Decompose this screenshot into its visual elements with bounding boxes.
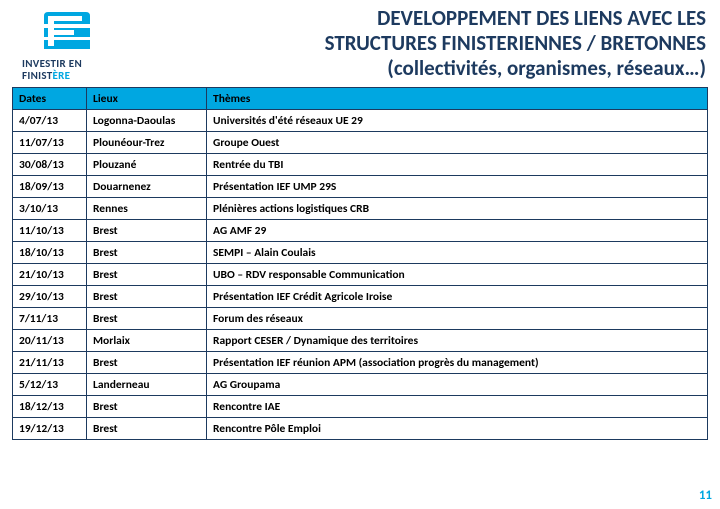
title-line-2: STRUCTURES FINISTERIENNES / BRETONNES <box>132 31 706 56</box>
cell-date: 21/10/13 <box>13 264 87 286</box>
table-row: 20/11/13MorlaixRapport CESER / Dynamique… <box>13 330 708 352</box>
cell-theme: Plénières actions logistiques CRB <box>207 198 708 220</box>
table-header: Dates Lieux Thèmes <box>13 88 708 110</box>
cell-lieu: Brest <box>87 352 207 374</box>
table-body: 4/07/13Logonna-DaoulasUniversités d'été … <box>13 110 708 440</box>
cell-date: 21/11/13 <box>13 352 87 374</box>
table-row: 18/10/13BrestSEMPI – Alain Coulais <box>13 242 708 264</box>
cell-theme: Rentrée du TBI <box>207 154 708 176</box>
table-container: Dates Lieux Thèmes 4/07/13Logonna-Daoula… <box>0 85 720 440</box>
table-row: 7/11/13BrestForum des réseaux <box>13 308 708 330</box>
cell-lieu: Landerneau <box>87 374 207 396</box>
table-row: 18/09/13DouarnenezPrésentation IEF UMP 2… <box>13 176 708 198</box>
cell-theme: AG Groupama <box>207 374 708 396</box>
cell-date: 11/10/13 <box>13 220 87 242</box>
logo-text: INVESTIR EN FINISTÈRE <box>12 58 122 81</box>
cell-theme: Rencontre Pôle Emploi <box>207 418 708 440</box>
table-row: 5/12/13LanderneauAG Groupama <box>13 374 708 396</box>
cell-theme: Rencontre IAE <box>207 396 708 418</box>
cell-theme: Forum des réseaux <box>207 308 708 330</box>
cell-theme: Rapport CESER / Dynamique des territoire… <box>207 330 708 352</box>
cell-lieu: Brest <box>87 220 207 242</box>
cell-lieu: Brest <box>87 242 207 264</box>
cell-lieu: Brest <box>87 396 207 418</box>
cell-theme: Universités d'été réseaux UE 29 <box>207 110 708 132</box>
cell-theme: UBO – RDV responsable Communication <box>207 264 708 286</box>
cell-theme: Présentation IEF réunion APM (associatio… <box>207 352 708 374</box>
cell-theme: Présentation IEF Crédit Agricole Iroise <box>207 286 708 308</box>
cell-date: 20/11/13 <box>13 330 87 352</box>
cell-lieu: Plounéour-Trez <box>87 132 207 154</box>
cell-lieu: Rennes <box>87 198 207 220</box>
cell-lieu: Brest <box>87 286 207 308</box>
table-row: 3/10/13RennesPlénières actions logistiqu… <box>13 198 708 220</box>
cell-theme: Groupe Ouest <box>207 132 708 154</box>
cell-date: 5/12/13 <box>13 374 87 396</box>
cell-lieu: Brest <box>87 418 207 440</box>
title-line-1: DEVELOPPEMENT DES LIENS AVEC LES <box>132 6 706 31</box>
table-row: 19/12/13BrestRencontre Pôle Emploi <box>13 418 708 440</box>
table-row: 11/10/13BrestAG AMF 29 <box>13 220 708 242</box>
cell-lieu: Douarnenez <box>87 176 207 198</box>
page-number: 11 <box>699 488 712 503</box>
table-row: 11/07/13Plounéour-TrezGroupe Ouest <box>13 132 708 154</box>
cell-date: 3/10/13 <box>13 198 87 220</box>
cell-theme: Présentation IEF UMP 29S <box>207 176 708 198</box>
col-dates: Dates <box>13 88 87 110</box>
logo-line2b: ÈRE <box>53 69 71 82</box>
cell-date: 11/07/13 <box>13 132 87 154</box>
logo-line2a: FINIST <box>22 69 53 82</box>
cell-lieu: Plouzané <box>87 154 207 176</box>
table-row: 21/11/13BrestPrésentation IEF réunion AP… <box>13 352 708 374</box>
cell-date: 30/08/13 <box>13 154 87 176</box>
table-row: 18/12/13BrestRencontre IAE <box>13 396 708 418</box>
cell-lieu: Brest <box>87 308 207 330</box>
cell-date: 7/11/13 <box>13 308 87 330</box>
logo-icon <box>40 10 94 54</box>
cell-lieu: Logonna-Daoulas <box>87 110 207 132</box>
table-row: 4/07/13Logonna-DaoulasUniversités d'été … <box>13 110 708 132</box>
header: INVESTIR EN FINISTÈRE DEVELOPPEMENT DES … <box>0 0 720 85</box>
cell-theme: SEMPI – Alain Coulais <box>207 242 708 264</box>
cell-lieu: Morlaix <box>87 330 207 352</box>
title-line-3: (collectivités, organismes, réseaux…) <box>132 56 706 81</box>
events-table: Dates Lieux Thèmes 4/07/13Logonna-Daoula… <box>12 87 708 440</box>
cell-date: 19/12/13 <box>13 418 87 440</box>
table-row: 30/08/13PlouzanéRentrée du TBI <box>13 154 708 176</box>
cell-date: 18/10/13 <box>13 242 87 264</box>
cell-date: 18/09/13 <box>13 176 87 198</box>
cell-date: 4/07/13 <box>13 110 87 132</box>
table-header-row: Dates Lieux Thèmes <box>13 88 708 110</box>
page-title: DEVELOPPEMENT DES LIENS AVEC LES STRUCTU… <box>122 6 706 80</box>
logo: INVESTIR EN FINISTÈRE <box>12 6 122 81</box>
cell-lieu: Brest <box>87 264 207 286</box>
cell-date: 29/10/13 <box>13 286 87 308</box>
cell-date: 18/12/13 <box>13 396 87 418</box>
table-row: 21/10/13BrestUBO – RDV responsable Commu… <box>13 264 708 286</box>
col-themes: Thèmes <box>207 88 708 110</box>
col-lieux: Lieux <box>87 88 207 110</box>
cell-theme: AG AMF 29 <box>207 220 708 242</box>
table-row: 29/10/13BrestPrésentation IEF Crédit Agr… <box>13 286 708 308</box>
